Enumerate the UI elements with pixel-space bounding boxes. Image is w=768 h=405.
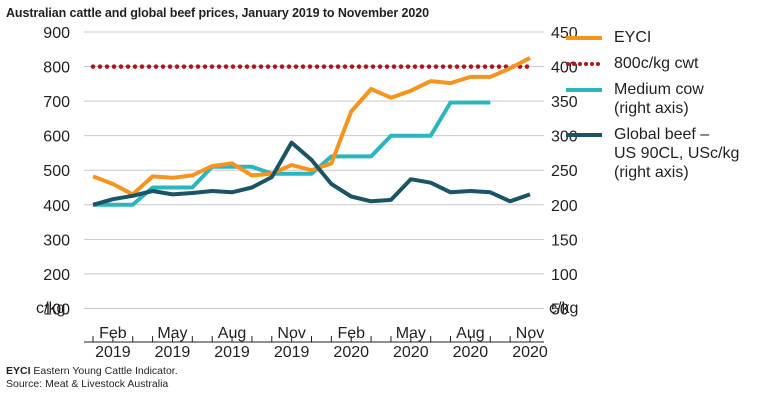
left-tick-label: 900 <box>43 25 70 42</box>
right-tick-label: 300 <box>551 129 578 146</box>
chart-title: Australian cattle and global beef prices… <box>6 6 429 20</box>
legend-swatch-eyci <box>566 36 602 40</box>
series-line-medium-cow <box>93 100 491 207</box>
legend: EYCI 800c/kg cwt Medium cow (right axis)… <box>566 28 766 189</box>
x-tick-month: Nov <box>277 325 305 342</box>
x-tick-month: Aug <box>218 325 246 342</box>
legend-swatch-global-beef <box>566 133 602 137</box>
x-axis-ticks: Feb 2019 May 2019 Aug 2019 Nov 2019 Feb 2020 May 20… <box>92 325 548 361</box>
x-tick-year: 2020 <box>393 344 429 361</box>
legend-label-global-beef-axis: (right axis) <box>614 164 689 181</box>
left-tick-label: 500 <box>43 163 70 180</box>
legend-label-medium-cow: Medium cow <box>614 81 704 98</box>
left-tick-label: 200 <box>43 267 70 284</box>
left-tick-label: 800 <box>43 60 70 77</box>
left-tick-label: 700 <box>43 94 70 111</box>
x-tick-month: Feb <box>337 325 365 342</box>
legend-item-eyci: EYCI <box>566 28 766 47</box>
legend-item-global-beef: Global beef – US 90CL, USc/kg (right axi… <box>566 125 766 182</box>
x-tick-year: 2020 <box>453 344 489 361</box>
left-tick-label: 100 <box>43 301 70 318</box>
footnote-source: Source: Meat & Livestock Australia <box>6 378 169 390</box>
x-tick-month: Aug <box>456 325 484 342</box>
legend-label-800-cwt: 800c/kg cwt <box>614 55 699 72</box>
x-tick-year: 2020 <box>512 344 548 361</box>
right-tick-label: 350 <box>551 94 578 111</box>
footnote-abbr: EYCI <box>6 365 31 377</box>
left-tick-label: 400 <box>43 198 70 215</box>
right-tick-label: 400 <box>551 60 578 77</box>
right-tick-label: 200 <box>551 198 578 215</box>
legend-swatch-medium-cow <box>566 88 602 92</box>
footnote-abbr-text: Eastern Young Cattle Indicator. <box>30 365 178 377</box>
x-tick-year: 2019 <box>274 344 310 361</box>
legend-label-medium-cow-axis: (right axis) <box>614 100 689 117</box>
legend-item-800-cwt: 800c/kg cwt <box>566 54 766 73</box>
footnote: EYCI Eastern Young Cattle Indicator. Sou… <box>6 365 178 391</box>
x-tick-month: Nov <box>516 325 544 342</box>
legend-label-eyci: EYCI <box>614 29 652 46</box>
x-tick-month: Feb <box>99 325 127 342</box>
series-line-global-beef <box>92 140 531 207</box>
footnote-definition: EYCI Eastern Young Cattle Indicator. <box>6 365 178 378</box>
x-tick-year: 2019 <box>155 344 191 361</box>
left-tick-label: 300 <box>43 232 70 249</box>
series-line-eyci <box>92 56 531 197</box>
legend-label-global-beef-unit: US 90CL, USc/kg <box>614 145 740 162</box>
right-tick-label: 250 <box>551 163 578 180</box>
legend-swatch-800-cwt <box>566 62 604 66</box>
legend-item-medium-cow: Medium cow (right axis) <box>566 80 766 118</box>
x-tick-year: 2020 <box>333 344 369 361</box>
x-tick-year: 2019 <box>214 344 250 361</box>
left-unit-label: c/kg <box>36 300 65 317</box>
series-lines <box>90 56 533 207</box>
left-axis-ticks: 100 200 300 400 500 600 700 800 900 c/kg <box>36 25 70 318</box>
x-tick-month: May <box>157 325 187 342</box>
right-tick-label: 150 <box>551 232 578 249</box>
legend-label-global-beef: Global beef – <box>614 126 710 143</box>
right-unit-label: c/kg <box>549 300 578 317</box>
x-tick-month: May <box>396 325 426 342</box>
x-tick-year: 2019 <box>95 344 131 361</box>
right-tick-label: 100 <box>551 267 578 284</box>
left-tick-label: 600 <box>43 129 70 146</box>
right-tick-label: 50 <box>551 301 569 318</box>
